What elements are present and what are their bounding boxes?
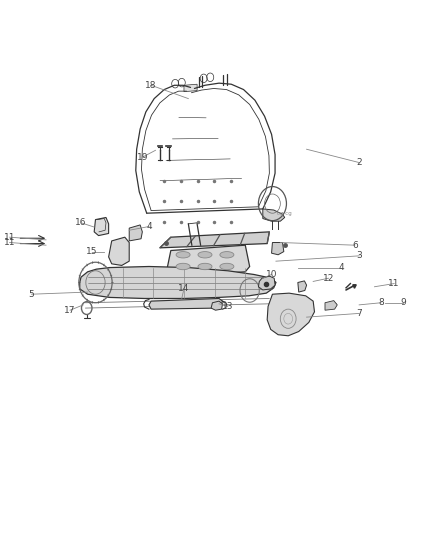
Text: 7: 7 <box>356 309 362 318</box>
Text: 12: 12 <box>323 274 334 282</box>
Polygon shape <box>298 281 307 292</box>
Text: 18: 18 <box>145 81 157 90</box>
Text: 4: 4 <box>339 263 344 272</box>
Polygon shape <box>80 266 276 298</box>
Ellipse shape <box>176 252 190 258</box>
Polygon shape <box>166 245 250 276</box>
Text: 5: 5 <box>28 290 35 298</box>
Text: 19: 19 <box>137 153 148 161</box>
Text: 3: 3 <box>356 252 362 260</box>
Text: 14: 14 <box>178 285 190 293</box>
Text: 16: 16 <box>75 219 87 227</box>
Polygon shape <box>94 217 109 236</box>
Text: 11: 11 <box>4 238 15 247</box>
Ellipse shape <box>198 263 212 270</box>
Ellipse shape <box>220 263 234 270</box>
Polygon shape <box>263 209 285 221</box>
Polygon shape <box>184 84 197 92</box>
Polygon shape <box>325 301 337 310</box>
Polygon shape <box>211 301 223 310</box>
Text: 13: 13 <box>222 302 233 311</box>
Text: 6: 6 <box>352 241 358 249</box>
Text: 8: 8 <box>378 298 384 307</box>
Polygon shape <box>258 276 275 290</box>
Text: 10: 10 <box>266 270 277 279</box>
Ellipse shape <box>176 263 190 270</box>
Text: 11: 11 <box>389 279 400 288</box>
Polygon shape <box>272 243 284 255</box>
Text: 9: 9 <box>400 298 406 307</box>
Polygon shape <box>149 298 223 309</box>
Polygon shape <box>267 293 314 336</box>
Ellipse shape <box>220 252 234 258</box>
Text: 2: 2 <box>357 158 362 167</box>
Text: cg cg: cg cg <box>277 211 292 216</box>
Polygon shape <box>160 232 269 248</box>
Ellipse shape <box>198 252 212 258</box>
Text: 11: 11 <box>4 233 15 241</box>
Text: 4: 4 <box>146 222 152 231</box>
Polygon shape <box>109 237 129 265</box>
Polygon shape <box>129 225 142 241</box>
Text: 17: 17 <box>64 306 76 314</box>
Text: 15: 15 <box>86 247 98 256</box>
